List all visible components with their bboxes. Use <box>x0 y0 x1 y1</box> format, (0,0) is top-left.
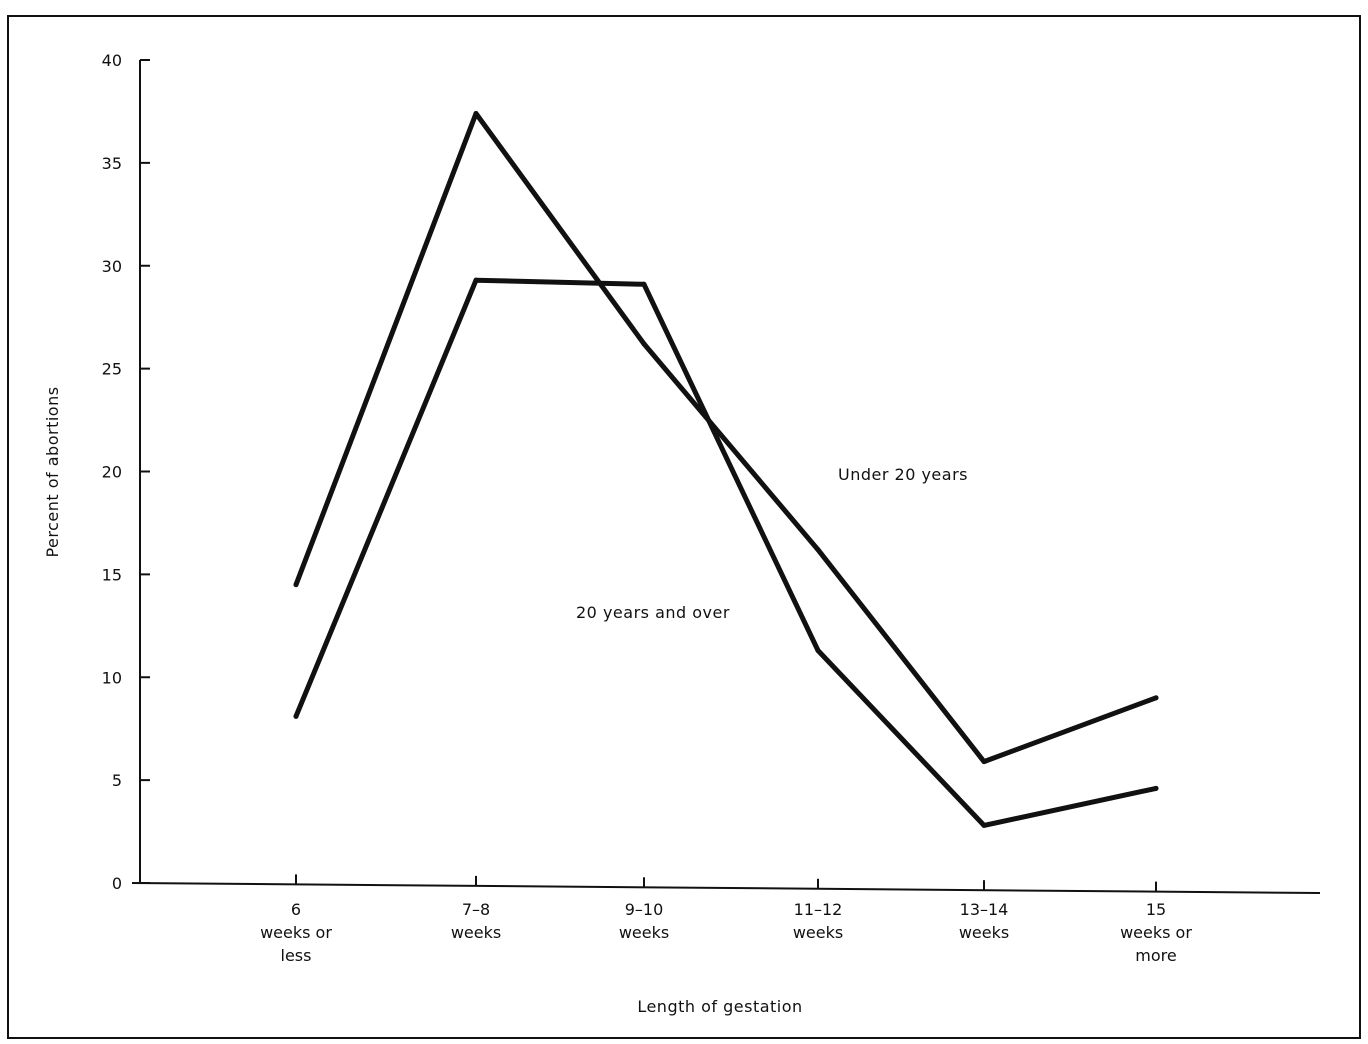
y-tick-label: 0 <box>112 874 122 893</box>
x-axis <box>131 882 1321 894</box>
x-tick-label: 6 weeks or less <box>260 900 332 965</box>
series-label-under-20: Under 20 years <box>838 465 968 484</box>
y-axis-ticks: 0 5 10 15 20 25 30 35 40 <box>102 51 150 893</box>
series-point <box>981 822 987 828</box>
x-tick-label: 9–10 weeks <box>619 900 669 942</box>
x-tick-label: 15 weeks or more <box>1120 900 1192 965</box>
series-point <box>815 648 821 654</box>
series-point <box>641 281 647 287</box>
series-point <box>641 341 647 347</box>
y-tick-label: 10 <box>102 668 122 687</box>
series-point <box>473 110 479 116</box>
x-axis-title: Length of gestation <box>637 997 802 1016</box>
figure-frame <box>7 15 1361 1039</box>
x-axis-ticks: 6 weeks or less 7–8 weeks 9–10 weeks 11–12 weeks… <box>260 874 1192 965</box>
series-point <box>1153 785 1159 791</box>
series-line-1 <box>293 277 1159 828</box>
series-point <box>1153 695 1159 701</box>
y-tick-label: 5 <box>112 771 122 790</box>
series-line-0 <box>293 111 1159 765</box>
series-layer <box>293 110 1159 828</box>
y-axis-title: Percent of abortions <box>43 386 62 557</box>
series-point <box>293 713 299 719</box>
x-tick-label: 7–8 weeks <box>451 900 501 942</box>
x-tick-label: 13–14 weeks <box>959 900 1009 942</box>
y-tick-label: 25 <box>102 360 122 379</box>
y-tick-label: 20 <box>102 463 122 482</box>
y-tick-label: 35 <box>102 154 122 173</box>
series-point <box>815 547 821 553</box>
series-point <box>981 759 987 765</box>
y-tick-label: 30 <box>102 257 122 276</box>
y-tick-label: 15 <box>102 565 122 584</box>
series-label-20-and-over: 20 years and over <box>576 603 730 622</box>
y-tick-label: 40 <box>102 51 122 70</box>
series-point <box>473 277 479 283</box>
x-tick-label: 11–12 weeks <box>793 900 843 942</box>
series-point <box>293 582 299 588</box>
